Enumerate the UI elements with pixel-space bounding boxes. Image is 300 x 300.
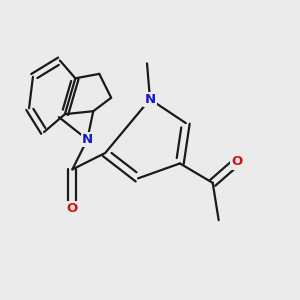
Text: N: N [82,133,93,146]
Text: N: N [144,93,156,106]
Text: O: O [231,155,242,168]
Text: O: O [67,202,78,215]
